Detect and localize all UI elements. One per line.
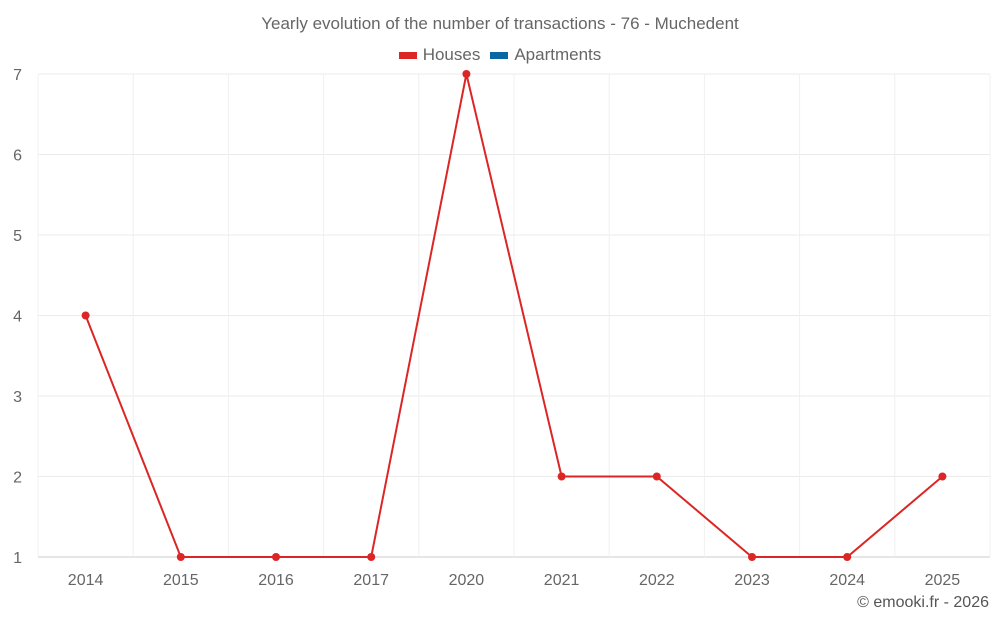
x-tick-label: 2024: [829, 572, 865, 589]
data-point: [938, 472, 947, 481]
legend-item-houses[interactable]: Houses: [398, 45, 481, 65]
y-tick-label: 2: [13, 470, 22, 487]
y-tick-label: 7: [13, 67, 22, 84]
legend-label: Apartments: [514, 45, 602, 64]
y-tick-label: 5: [13, 228, 22, 245]
x-tick-label: 2020: [449, 572, 485, 589]
credit: © emooki.fr - 2026: [857, 594, 989, 611]
legend-swatch-houses: [398, 51, 417, 59]
data-point: [367, 553, 376, 561]
x-tick-label: 2015: [163, 572, 199, 589]
legend: Houses Apartments: [0, 45, 1000, 65]
data-point: [652, 472, 661, 481]
data-point: [81, 311, 90, 320]
data-point: [462, 70, 471, 78]
legend-item-apartments[interactable]: Apartments: [490, 45, 601, 65]
y-tick-label: 3: [13, 389, 22, 406]
x-tick-label: 2025: [925, 572, 961, 589]
legend-label: Houses: [422, 45, 481, 64]
data-point: [272, 553, 280, 561]
y-tick-label: 4: [13, 309, 22, 326]
data-point: [843, 553, 852, 561]
x-tick-label: 2017: [353, 572, 389, 589]
series-line-houses: [84, 73, 944, 558]
x-tick-label: 2023: [734, 572, 770, 589]
x-tick-label: 2022: [639, 572, 675, 589]
chart-title: Yearly evolution of the number of transa…: [261, 14, 739, 33]
data-point: [557, 472, 566, 481]
x-tick-label: 2014: [68, 572, 104, 589]
data-point: [176, 553, 185, 561]
data-point: [748, 553, 756, 561]
y-tick-label: 1: [13, 550, 22, 567]
legend-swatch-apartments: [490, 51, 509, 59]
x-tick-label: 2016: [258, 572, 294, 589]
y-tick-label: 6: [13, 148, 22, 165]
x-tick-label: 2021: [544, 572, 580, 589]
